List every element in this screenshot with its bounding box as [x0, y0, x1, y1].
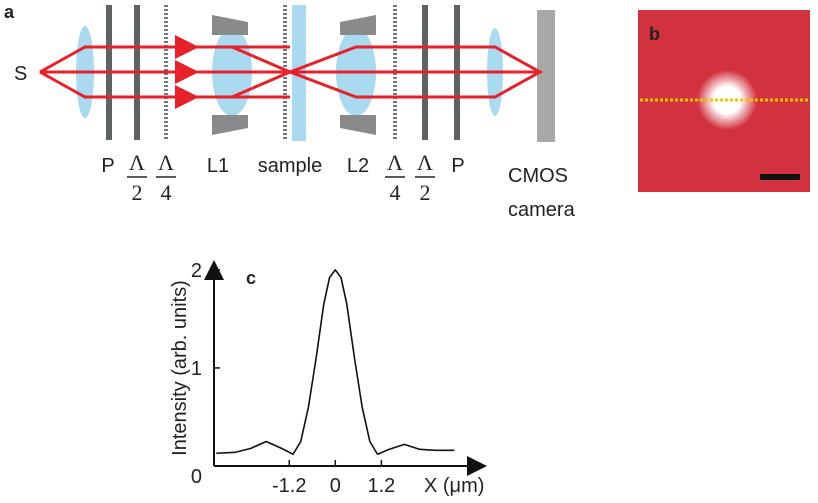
- y-tick-label: 1: [191, 358, 202, 380]
- profile-chart: c 0 1 2 -1.2 0 1.2 X (μm) Intensity (arb. units…: [169, 260, 485, 497]
- fraction-top: Λ: [417, 150, 433, 175]
- x-tick-label: 1.2: [367, 475, 395, 497]
- fraction-bottom: 2: [132, 180, 143, 205]
- x-tick-label: 0: [330, 475, 341, 497]
- fraction-top: Λ: [158, 150, 174, 175]
- element-label: sample: [258, 155, 322, 177]
- panel-label: c: [246, 268, 256, 288]
- element-label: L1: [207, 155, 229, 177]
- x-tick-label: -1.2: [272, 475, 306, 497]
- lens-mounts: [212, 10, 555, 142]
- fraction-top: Λ: [129, 150, 145, 175]
- camera-label: CMOS: [508, 165, 568, 187]
- fraction-bottom: 4: [161, 180, 172, 205]
- element-label: P: [101, 155, 114, 177]
- y-axis-label: Intensity (arb. units): [169, 280, 191, 456]
- fraction-bottom: 4: [390, 180, 401, 205]
- fraction-bottom: 2: [420, 180, 431, 205]
- profile-curve: [216, 270, 454, 454]
- beams: [40, 47, 540, 97]
- element-label: P: [451, 155, 464, 177]
- panel-label: b: [649, 24, 660, 44]
- spot-image: b: [638, 10, 810, 192]
- panel-label: a: [4, 2, 15, 22]
- source-label: S: [14, 63, 27, 85]
- x-axis-label: X (μm): [424, 475, 484, 497]
- y-tick-label: 0: [191, 466, 202, 488]
- element-label: L2: [347, 155, 369, 177]
- y-tick-label: 2: [191, 260, 202, 282]
- figure: a S PΛ2Λ4L1sampleL2Λ4Λ2P CMOS camera b c…: [0, 0, 818, 498]
- camera-label: camera: [508, 199, 576, 221]
- fraction-top: Λ: [387, 150, 403, 175]
- scale-bar: [760, 174, 800, 180]
